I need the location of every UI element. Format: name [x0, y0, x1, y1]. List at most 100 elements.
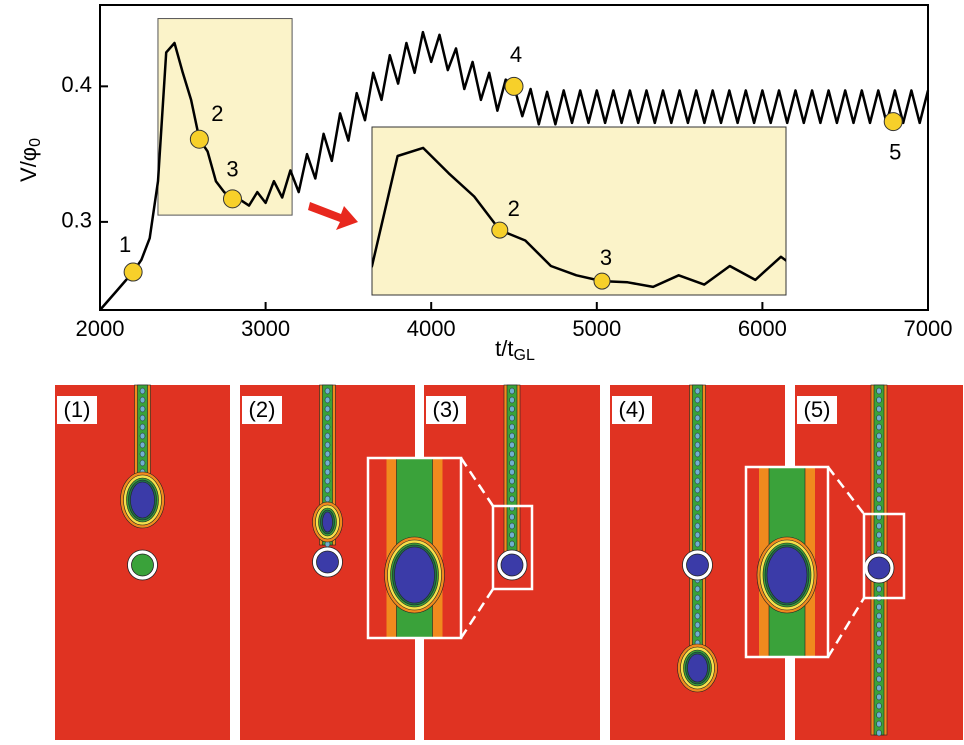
stem-dot: [324, 477, 331, 485]
stem-dot: [509, 495, 515, 503]
ring-in: [686, 553, 709, 577]
stem-dot: [509, 531, 515, 539]
stem-dot: [509, 477, 515, 485]
panel-label-bg: [426, 396, 466, 424]
stem-dot: [139, 414, 146, 422]
marker: [491, 221, 509, 239]
stem-dot: [694, 522, 701, 530]
x-tick-label: 6000: [738, 316, 787, 341]
stem-dot: [694, 621, 701, 629]
panel-label: (3): [433, 397, 460, 422]
stem-dot: [876, 711, 882, 719]
x-tick-label: 4000: [407, 316, 456, 341]
panel-label: (4): [619, 397, 646, 422]
stem-dot: [324, 414, 331, 422]
stem-dot: [509, 441, 515, 449]
stem-dot: [509, 450, 515, 458]
stem-dot: [139, 405, 146, 413]
panel-label-bg: [797, 396, 837, 424]
stem-dot: [509, 423, 515, 431]
marker-label: 2: [211, 101, 223, 126]
panel-label-bg: [242, 396, 282, 424]
stem-dot: [509, 396, 515, 404]
stem-dot: [876, 522, 882, 530]
stem-dot: [694, 513, 701, 521]
y-tick-label: 0.3: [61, 208, 92, 233]
panel-label: (1): [64, 397, 91, 422]
stem-dot: [876, 396, 882, 404]
marker-label: 3: [600, 245, 612, 270]
marker-label: 5: [889, 139, 901, 164]
stem-dot: [509, 486, 515, 494]
zoom-box: [366, 456, 463, 640]
stem-dot: [694, 459, 701, 467]
stem-dot: [876, 639, 882, 647]
stem-dot: [324, 432, 331, 440]
stem-dot: [876, 423, 882, 431]
zoom-link: [826, 597, 866, 658]
stem-dot: [876, 666, 882, 674]
stem-dot: [876, 603, 882, 611]
stem-dot: [324, 441, 331, 449]
stem-dot: [694, 387, 701, 395]
stem-dot: [694, 468, 701, 476]
stem-dot: [324, 396, 331, 404]
stem-dot: [694, 432, 701, 440]
stem-dot: [694, 585, 701, 593]
ring-in: [500, 553, 524, 577]
vortex-core: [130, 481, 155, 519]
stem-dot: [509, 513, 515, 521]
stem-dot: [694, 504, 701, 512]
marker: [504, 76, 524, 96]
zoom-link: [459, 588, 495, 639]
marker-label: 4: [510, 42, 522, 67]
stem-dot: [509, 432, 515, 440]
stem-dot: [694, 531, 701, 539]
stem-dot: [876, 459, 882, 467]
stem-dot: [509, 522, 515, 530]
detail-box: [862, 512, 906, 600]
stem-dot: [876, 468, 882, 476]
stem-dot: [139, 441, 146, 449]
stem-dot: [876, 729, 882, 737]
x-tick-label: 7000: [904, 316, 953, 341]
marker: [883, 112, 903, 132]
stem-dot: [694, 450, 701, 458]
inset-frame: [371, 126, 787, 296]
stem-dot: [324, 468, 331, 476]
vortex-core: [766, 546, 808, 604]
stem-dot: [694, 405, 701, 413]
plot-frame: [99, 4, 929, 311]
stem-dot: [876, 450, 882, 458]
stem-dot: [876, 495, 882, 503]
ring-in: [131, 553, 154, 577]
stem-dot: [876, 387, 882, 395]
stem-dot: [324, 405, 331, 413]
vortex-core: [687, 653, 708, 683]
stem-dot: [876, 405, 882, 413]
y-axis-label: V/φ0: [16, 138, 44, 182]
zoom-link: [827, 466, 865, 515]
stem-dot: [139, 387, 146, 395]
vortex-core: [322, 511, 333, 533]
panel-label-bg: [57, 396, 97, 424]
stem-dot: [139, 432, 146, 440]
marker: [222, 189, 242, 209]
ring-in: [867, 556, 891, 580]
stem-dot: [694, 423, 701, 431]
stem-dot: [694, 414, 701, 422]
x-axis-label: t/tGL: [495, 336, 535, 364]
stem-dot: [694, 594, 701, 602]
stem-dot: [324, 459, 331, 467]
marker-label: 3: [226, 157, 238, 182]
x-tick-label: 5000: [572, 316, 621, 341]
stem-dot: [876, 414, 882, 422]
x-tick-label: 3000: [241, 316, 290, 341]
zoom-region: [157, 18, 293, 216]
vortex-core: [394, 546, 435, 604]
x-tick-label: 2000: [76, 316, 125, 341]
stem-dot: [694, 441, 701, 449]
stem-dot: [876, 504, 882, 512]
panel-label: (2): [249, 397, 276, 422]
stem-dot: [509, 387, 515, 395]
